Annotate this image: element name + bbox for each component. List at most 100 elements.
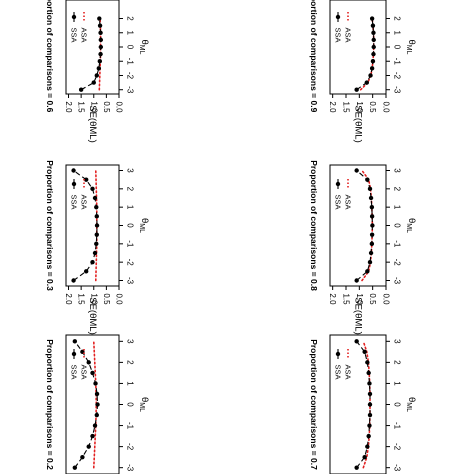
theta-axis-label: θML (139, 218, 151, 233)
ssa-point (93, 381, 98, 386)
theta-subscript: ML (139, 45, 146, 55)
theta-symbol: θ (140, 39, 151, 44)
se-tick-label: 1.0 (89, 293, 98, 305)
ssa-point (94, 412, 99, 418)
ssa-point (83, 269, 89, 274)
ssa-point (369, 204, 375, 210)
theta-tick-label: -3 (126, 277, 135, 285)
ssa-point (96, 66, 102, 71)
ssa-point (367, 259, 373, 265)
panel-title: Proportion of comparisons = 0.7 (309, 339, 319, 470)
ssa-point (367, 412, 373, 418)
asa-series-line (94, 169, 98, 282)
se-tick-label: 0.5 (102, 101, 111, 113)
ssa-point (354, 278, 359, 283)
ssa-point (370, 23, 376, 28)
theta-tick-label: -1 (126, 58, 135, 66)
legend-asa-label: ASA (80, 364, 89, 379)
ssa-point (86, 444, 91, 449)
theta-subscript: ML (139, 223, 146, 233)
ssa-point (90, 370, 95, 376)
legend-ssa-point (335, 351, 341, 357)
panel-title: Proportion of comparisons = 0.8 (309, 160, 319, 291)
ssa-point (371, 44, 376, 50)
ssa-point (98, 37, 104, 43)
ssa-point (83, 177, 89, 182)
ssa-point (71, 278, 76, 283)
theta-tick-label: -3 (393, 86, 402, 94)
theta-axis-label: θML (406, 397, 418, 412)
se-tick-label: 1.5 (77, 101, 86, 113)
theta-symbol: θ (407, 397, 418, 402)
se-tick-label: 0.5 (368, 101, 377, 113)
ssa-point (94, 232, 99, 237)
ssa-point (369, 66, 375, 71)
ssa-point (72, 339, 78, 344)
se-tick-label: 0.0 (115, 293, 124, 305)
theta-symbol: θ (407, 39, 418, 44)
panel-title: Proportion of comparisons = 0.2 (45, 339, 55, 470)
theta-tick-label: 1 (393, 31, 402, 36)
ssa-point (371, 37, 376, 43)
theta-tick-label: 0 (393, 402, 402, 407)
theta-tick-label: -3 (126, 464, 135, 472)
panel-title: Proportion of comparisons = 0.9 (309, 0, 319, 113)
theta-axis-label: θML (139, 397, 151, 412)
legend-asa-label: ASA (344, 27, 353, 42)
theta-tick-label: 0 (126, 223, 135, 228)
ssa-point (94, 73, 99, 78)
theta-axis-label: θML (406, 39, 418, 54)
ssa-point (80, 454, 85, 460)
theta-tick-label: 2 (393, 187, 402, 192)
se-axis-label: SE(θML) (353, 297, 364, 334)
ssa-point (362, 454, 367, 460)
theta-tick-label: 2 (393, 360, 402, 365)
ssa-point (368, 195, 374, 201)
ssa-point (86, 360, 91, 365)
theta-tick-label: 1 (393, 381, 402, 386)
se-tick-label: 0.0 (382, 293, 391, 305)
theta-tick-label: 1 (126, 381, 135, 386)
legend-asa-label: ASA (80, 194, 89, 209)
panel-title: Proportion of comparisons = 0.6 (45, 0, 55, 113)
theta-tick-label: 1 (126, 31, 135, 36)
ssa-point (92, 195, 98, 201)
theta-tick-label: 1 (393, 205, 402, 210)
ssa-point (94, 204, 99, 210)
legend-ssa-label: SSA (70, 194, 79, 209)
ssa-point (91, 80, 96, 85)
theta-tick-label: -2 (126, 259, 135, 267)
ssa-point (365, 444, 370, 449)
ssa-point (94, 214, 99, 219)
theta-tick-label: 2 (126, 360, 135, 365)
chart-panel: Proportion of comparisons = 0.2 -3 -2 -1 0 1 2… (45, 334, 151, 474)
ssa-point (365, 269, 370, 274)
ssa-point (71, 168, 76, 173)
legend-ssa-point (335, 181, 341, 187)
se-tick-label: 0.0 (115, 101, 124, 113)
theta-tick-label: 3 (126, 168, 135, 173)
ssa-point (367, 423, 372, 428)
chart-panel: Proportion of comparisons = 0.7 -3 -2 -1 0 1 2… (309, 334, 418, 474)
theta-tick-label: -2 (126, 443, 135, 451)
theta-axis-label: θML (406, 218, 418, 233)
ssa-point (367, 381, 372, 386)
theta-tick-label: -1 (126, 240, 135, 248)
se-tick-label: 0.0 (382, 101, 391, 113)
theta-subscript: ML (406, 45, 413, 55)
theta-symbol: θ (140, 397, 151, 402)
ssa-point (78, 87, 84, 92)
ssa-point (370, 223, 375, 228)
se-tick-label: 2.0 (64, 101, 73, 113)
theta-tick-label: 0 (126, 45, 135, 50)
panel-title: Proportion of comparisons = 0.3 (45, 160, 55, 291)
ssa-point (98, 51, 103, 57)
ssa-point (72, 465, 78, 470)
legend-asa-label: ASA (344, 364, 353, 379)
se-axis-label: SE(θML) (87, 297, 98, 334)
legend-asa-label: ASA (80, 27, 89, 42)
ssa-point (369, 16, 375, 21)
ssa-point (98, 44, 104, 50)
se-tick-label: 1.0 (355, 101, 364, 113)
chart-panel: Proportion of comparisons = 0.8 0.0 0.5 1.0… (309, 160, 418, 335)
